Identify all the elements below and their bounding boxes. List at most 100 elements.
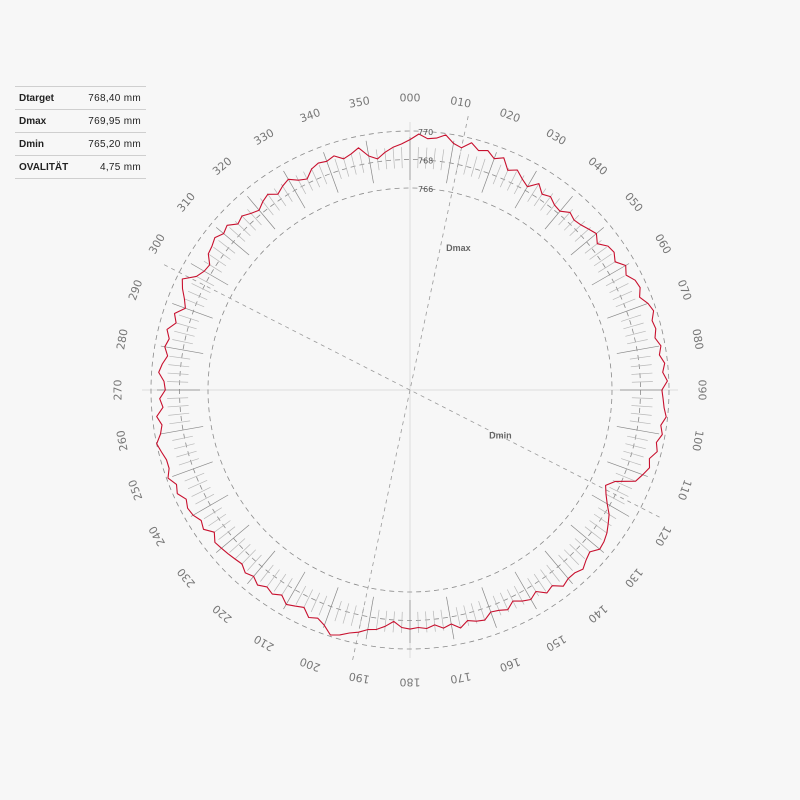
angle-label: 240 — [146, 524, 168, 549]
angle-label: 150 — [544, 632, 569, 654]
angle-label: 230 — [175, 565, 198, 589]
angle-label: 320 — [210, 155, 234, 178]
stats-label: Dtarget — [15, 86, 78, 110]
radial-tick — [295, 175, 307, 195]
angle-label: 330 — [252, 126, 277, 148]
radial-tick — [625, 443, 646, 450]
angle-label: 270 — [112, 380, 125, 401]
radial-tick — [446, 596, 455, 640]
radial-tick — [558, 554, 573, 571]
angle-label: 020 — [498, 106, 522, 125]
radial-tick — [463, 154, 470, 175]
radial-tick — [612, 290, 633, 301]
radial-tick — [440, 609, 445, 631]
radial-tick — [172, 339, 193, 345]
radial-tick — [172, 461, 213, 477]
radial-tick — [615, 472, 636, 482]
ring-770 — [150, 130, 670, 650]
radial-tick — [401, 147, 403, 169]
radial-tick — [492, 164, 502, 185]
radial-tick — [584, 240, 602, 254]
radial-tick — [627, 435, 648, 441]
angle-label: 030 — [544, 126, 569, 148]
radial-tick — [280, 183, 293, 202]
stats-row-dmax: Dmax 769,95 mm — [15, 109, 146, 133]
radial-tick — [623, 322, 644, 330]
radial-tick — [215, 227, 250, 256]
radial-tick — [392, 147, 395, 169]
angle-label: 040 — [585, 155, 609, 178]
radial-tick — [629, 355, 651, 360]
radial-tick — [203, 507, 222, 520]
radial-tick — [342, 603, 350, 624]
radial-tick — [621, 458, 642, 466]
radial-tick — [591, 494, 630, 517]
radial-tick — [168, 412, 190, 416]
radial-tick — [213, 246, 231, 260]
stats-row-dmin: Dmin 765,20 mm — [15, 132, 146, 156]
radial-tick — [260, 564, 274, 582]
radial-tick — [208, 513, 227, 527]
radial-tick — [342, 156, 350, 177]
radial-tick — [621, 314, 642, 322]
radial-tick — [176, 450, 197, 458]
radial-tick — [570, 524, 605, 553]
radial-tick — [630, 364, 652, 368]
radial-tick — [417, 147, 419, 169]
radial-tick — [470, 156, 478, 177]
radial-tick — [203, 260, 222, 273]
radial-tick — [527, 578, 540, 597]
radial-tick — [507, 589, 517, 609]
radial-tick — [160, 345, 204, 354]
diameter-line-dmin — [160, 262, 660, 518]
angle-label: 140 — [585, 602, 609, 625]
radial-tick — [609, 487, 629, 497]
radial-tick — [247, 550, 276, 585]
radial-tick — [569, 543, 586, 560]
radial-tick — [563, 214, 580, 231]
radial-tick — [605, 493, 625, 505]
radial-tick — [172, 435, 193, 441]
radial-tick — [229, 538, 246, 553]
angle-label: 220 — [210, 602, 234, 625]
angle-label: 250 — [126, 478, 145, 502]
radial-tick — [178, 314, 199, 322]
radial-tick — [478, 601, 486, 622]
radial-tick — [218, 240, 236, 254]
chart-trace — [156, 133, 668, 636]
radial-tick — [629, 420, 651, 425]
radial-tick — [247, 209, 262, 226]
radial-tick — [607, 303, 648, 319]
radial-tick — [499, 592, 510, 613]
ring-label: 768 — [418, 157, 433, 166]
radial-tick — [598, 507, 617, 520]
angle-label: 280 — [114, 328, 130, 351]
stats-value: 769,95 mm — [77, 109, 146, 133]
radial-tick — [184, 298, 205, 308]
radial-tick — [425, 147, 428, 169]
radial-tick — [574, 538, 591, 553]
radial-tick — [544, 195, 573, 230]
radial-tick — [178, 458, 199, 466]
radial-tick — [174, 443, 195, 450]
radial-tick — [432, 610, 436, 632]
radial-tick — [283, 571, 306, 610]
radial-tick — [240, 549, 257, 566]
radial-tick — [623, 450, 644, 458]
radial-tick — [375, 149, 380, 171]
radial-tick — [295, 585, 307, 605]
radial-tick — [280, 578, 293, 597]
angle-label: 210 — [252, 632, 277, 654]
stats-label: OVALITÄT — [15, 155, 78, 179]
radial-tick — [247, 195, 276, 230]
angle-label: 260 — [114, 429, 130, 452]
angle-label: 120 — [652, 524, 674, 549]
radial-tick — [513, 175, 525, 195]
radial-tick — [187, 479, 208, 490]
radial-tick — [168, 364, 190, 368]
radial-tick — [266, 569, 280, 587]
radial-tick — [527, 183, 540, 202]
radial-tick — [365, 140, 374, 184]
angle-label: 050 — [622, 190, 645, 214]
